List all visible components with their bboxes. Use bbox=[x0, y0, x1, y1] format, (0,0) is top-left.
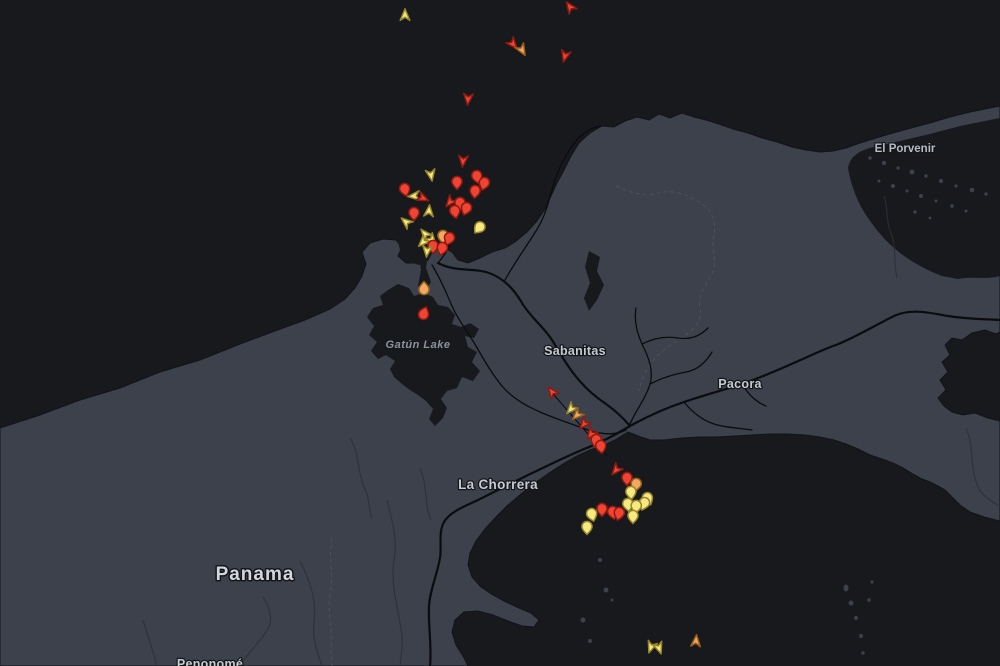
sanblas-islands bbox=[868, 156, 988, 220]
vessel-marker-drop-red[interactable] bbox=[417, 305, 431, 321]
vessel-marker-arrow-yellow[interactable] bbox=[399, 8, 411, 22]
vessel-marker-arrow-red[interactable] bbox=[563, 0, 578, 15]
map-label-sabanitas: Sabanitas bbox=[544, 344, 606, 358]
vessel-marker-arrow-yellow[interactable] bbox=[422, 204, 435, 218]
vessel-marker-arrow-red[interactable] bbox=[505, 36, 521, 52]
vessel-marker-arrow-red[interactable] bbox=[462, 92, 475, 106]
vessel-marker-drop-red[interactable] bbox=[469, 184, 481, 200]
vessel-marker-arrow-red[interactable] bbox=[576, 416, 592, 432]
map-label-pacora: Pacora bbox=[718, 377, 762, 391]
map-label-la-chorrera: La Chorrera bbox=[458, 477, 538, 492]
madden-lake-water bbox=[584, 251, 604, 311]
vessel-marker-arrow-red[interactable] bbox=[559, 48, 572, 64]
vessel-marker-drop-red[interactable] bbox=[398, 182, 411, 197]
vessel-marker-arrow-yellow[interactable] bbox=[563, 401, 579, 417]
road-transisthmian bbox=[436, 261, 632, 428]
vessel-marker-drop-yellow[interactable] bbox=[581, 520, 593, 536]
vessel-marker-arrow-orange[interactable] bbox=[689, 634, 702, 648]
vessel-marker-arrow-red[interactable] bbox=[415, 190, 431, 205]
vessel-marker-arrow-yellow[interactable] bbox=[415, 234, 431, 250]
labels-layer: Panama La Chorrera Sabanitas Pacora El Porve… bbox=[176, 142, 937, 666]
vessel-marker-drop-red[interactable] bbox=[448, 204, 461, 220]
vessel-marker-drop-yellow[interactable] bbox=[585, 507, 598, 522]
admin-boundaries bbox=[328, 185, 716, 666]
canal-cut bbox=[418, 252, 431, 292]
vessel-marker-arrow-yellow[interactable] bbox=[651, 640, 666, 655]
vessel-marker-arrow-red[interactable] bbox=[608, 462, 624, 478]
vessel-marker-arrow-red[interactable] bbox=[457, 154, 470, 168]
map-label-gatun-lake: Gatún Lake bbox=[386, 339, 451, 351]
vessel-marker-drop-red[interactable] bbox=[408, 206, 420, 222]
sanblas-dark-patch bbox=[848, 118, 1000, 279]
map-label-penonome: Penonomé bbox=[177, 657, 243, 666]
vessel-marker-arrow-yellow[interactable] bbox=[407, 189, 421, 202]
vessel-marker-drop-red[interactable] bbox=[451, 175, 463, 191]
vessel-marker-arrow-yellow[interactable] bbox=[398, 214, 414, 230]
road-city-north bbox=[629, 307, 652, 425]
road-panamerican-west bbox=[427, 424, 632, 666]
vessel-marker-drop-red[interactable] bbox=[459, 201, 473, 217]
vessel-marker-arrow-yellow[interactable] bbox=[421, 244, 434, 258]
vessel-marker-drop-red[interactable] bbox=[596, 502, 608, 518]
vessel-marker-drop-yellow[interactable] bbox=[471, 220, 487, 237]
road-canal-rail bbox=[431, 264, 627, 435]
vessel-marker-drop-red[interactable] bbox=[477, 176, 491, 191]
map-label-el-porvenir: El Porvenir bbox=[875, 143, 936, 155]
vessel-marker-drop-red[interactable] bbox=[442, 231, 456, 247]
gatun-lake-water bbox=[367, 284, 480, 426]
landmass bbox=[0, 105, 1000, 666]
vessel-marker-drop-red[interactable] bbox=[621, 471, 633, 487]
vessel-marker-arrow-yellow[interactable] bbox=[424, 168, 436, 182]
rivers bbox=[142, 195, 1000, 666]
vessel-marker-drop-red[interactable] bbox=[594, 439, 607, 455]
vessel-marker-drop-orange[interactable] bbox=[418, 280, 430, 296]
vessel-marker-arrow-red[interactable] bbox=[544, 384, 560, 400]
road-panamerican-east bbox=[628, 310, 1000, 428]
vessel-marker-drop-yellow[interactable] bbox=[625, 485, 637, 501]
vessel-marker-drop-red[interactable] bbox=[613, 506, 626, 521]
map-label-panama: Panama bbox=[216, 564, 295, 585]
vessel-marker-drop-red[interactable] bbox=[435, 241, 449, 256]
road-portobelo bbox=[504, 125, 601, 281]
bay-islands bbox=[580, 558, 874, 655]
vessel-marker-arrow-orange[interactable] bbox=[569, 407, 585, 423]
vessel-marker-arrow-red[interactable] bbox=[442, 194, 458, 210]
vessel-marker-arrow-orange[interactable] bbox=[514, 42, 529, 58]
vessel-markers-layer bbox=[398, 0, 702, 655]
vessel-marker-drop-yellow[interactable] bbox=[627, 509, 639, 525]
